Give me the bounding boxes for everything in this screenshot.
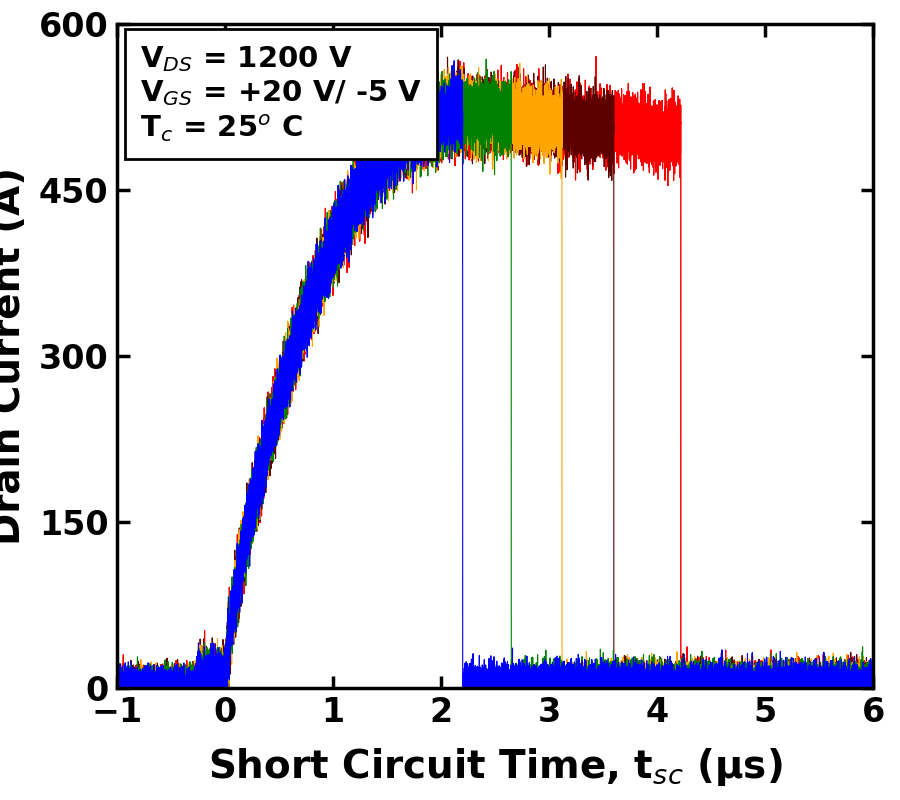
Text: V$_{DS}$ = 1200 V
V$_{GS}$ = +20 V/ -5 V
T$_c$ = 25$^o$ C: V$_{DS}$ = 1200 V V$_{GS}$ = +20 V/ -5 V… xyxy=(140,44,422,144)
Y-axis label: Drain Current (A): Drain Current (A) xyxy=(0,167,28,545)
X-axis label: Short Circuit Time, t$_{sc}$ (μs): Short Circuit Time, t$_{sc}$ (μs) xyxy=(208,746,782,788)
